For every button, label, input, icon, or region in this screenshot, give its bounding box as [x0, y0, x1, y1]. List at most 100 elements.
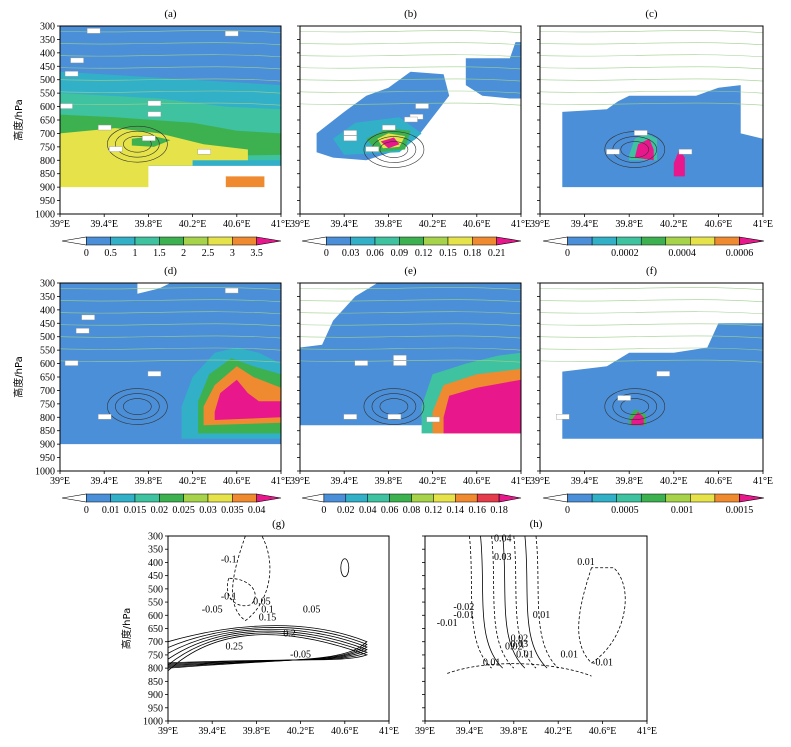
contour-layer: [363, 388, 425, 425]
colorbar: 0 0.03 0.06 0.09 0.12 0.15 0.18 0.21: [301, 236, 522, 259]
colorbar: 0 0.01 0.015 0.02 0.025 0.03 0.035 0.04: [61, 493, 282, 516]
contour-loop: [612, 393, 658, 420]
y-tick-label: 850: [40, 426, 55, 437]
field-shape: [562, 323, 763, 439]
colorbar-segment: [690, 493, 716, 503]
colorbar-tick-label: 0: [324, 248, 329, 259]
colorbar-segment: [374, 236, 400, 246]
colorbar-segment: [616, 493, 642, 503]
colorbar-segment: [232, 493, 257, 503]
y-tick-label: 650: [40, 116, 55, 127]
y-tick-label: 950: [40, 196, 55, 207]
field-layer: [562, 85, 763, 188]
colorbar-segment: [714, 236, 740, 246]
streamline: [60, 78, 281, 82]
y-tick-label: 1000: [143, 717, 163, 728]
streamline: [60, 335, 281, 339]
streamline: [60, 323, 281, 327]
contour-loop: [107, 125, 168, 163]
colorbar-segment: [159, 236, 184, 246]
y-tick-label: 550: [40, 346, 55, 357]
colorbar: 0 0.02 0.04 0.06 0.08 0.12 0.14 0.16 0.18: [301, 493, 522, 516]
colorbar-tick-label: 0: [565, 505, 570, 516]
colorbar-tick-label: 0.0004: [668, 248, 696, 259]
x-tick-label: 39°E: [158, 726, 178, 737]
contour-loop: [604, 388, 666, 425]
x-tick-label: 39.4°E: [90, 476, 118, 487]
colorbar-low-arrow: [542, 493, 568, 503]
streamline: [60, 90, 281, 94]
contour-label: -0.1: [221, 591, 237, 602]
colorbar-segment: [86, 493, 111, 503]
contour-value-tag: [81, 314, 95, 321]
y-tick-label: 350: [148, 545, 163, 556]
colorbar-tick-label: 0.0005: [611, 505, 639, 516]
contour-label: -0.05: [202, 605, 223, 616]
x-tick-label: 41°E: [511, 476, 531, 487]
colorbar-high-arrow: [739, 236, 765, 246]
y-tick-label: 800: [40, 413, 55, 424]
y-tick-label: 900: [40, 183, 55, 194]
contour-value-tag: [197, 149, 211, 155]
contour-loop: [371, 393, 417, 420]
contour-label: 0.25: [226, 642, 244, 653]
colorbar-tick-label: 1.5: [153, 248, 166, 259]
contour-layer: [363, 131, 425, 168]
streamline: [300, 287, 521, 291]
streamline: [300, 335, 521, 339]
colorbar-segment: [567, 493, 593, 503]
colorbar-high-arrow: [498, 493, 522, 503]
colorbar-tick-label: 0.01: [102, 505, 120, 516]
field-layer: [562, 323, 763, 439]
plot-frame: [167, 535, 390, 722]
x-tick-label: 40.6°E: [463, 476, 491, 487]
colorbar-segment: [591, 236, 617, 246]
streamline: [300, 102, 521, 106]
contour-line: [578, 567, 626, 664]
contour-loop: [620, 141, 650, 158]
colorbar-high-arrow: [256, 236, 282, 246]
colorbar-low-arrow: [301, 236, 327, 246]
contour-value-tag: [64, 360, 79, 366]
colorbar-tick-label: 0: [565, 248, 570, 259]
panel-label: (b): [404, 8, 417, 20]
colorbar-tick-label: 2: [181, 248, 186, 259]
field-shape: [131, 136, 171, 147]
colorbar-tick-label: 0.0002: [611, 248, 639, 259]
contour-value-tag: [97, 414, 112, 420]
contour-label: -0.1: [221, 554, 237, 565]
y-tick-label: 500: [148, 584, 163, 595]
y-tick-label: 750: [40, 142, 55, 153]
contour-value-tag: [634, 130, 648, 136]
y-tick-label: 1000: [35, 467, 55, 478]
streamline: [540, 347, 763, 351]
streamline: [60, 102, 281, 106]
y-tick-label: 500: [40, 75, 55, 86]
contour-loop: [379, 141, 409, 158]
field-shape: [465, 42, 521, 99]
y-tick-label: 300: [40, 22, 55, 33]
panel-label: (d): [164, 265, 177, 277]
x-tick-label: 39°E: [50, 219, 70, 230]
field-shape: [225, 176, 265, 188]
streamline: [540, 359, 763, 363]
streamline: [300, 299, 521, 303]
colorbar-tick-label: 0.0015: [726, 505, 754, 516]
colorbar-tick-label: 0.12: [425, 505, 443, 516]
x-tick-label: 41°E: [753, 476, 773, 487]
field-layer: [60, 283, 281, 445]
streamline: [540, 90, 763, 94]
colorbar-tick-label: 0.18: [490, 505, 508, 516]
y-tick-label: 550: [148, 598, 163, 609]
colorbar-segment: [433, 493, 456, 503]
y-tick-label: 450: [148, 571, 163, 582]
colorbar-tick-label: 0.12: [415, 248, 433, 259]
y-axis-label: 高度/hPa: [12, 356, 25, 397]
colorbar-segment: [232, 236, 257, 246]
field-shape: [673, 149, 685, 177]
colorbar: 0 0.0002 0.0004 0.0006: [542, 236, 765, 259]
panel-e: (e) 39°E 39.4°E 39.8°E 40.2°E 40.6°E 41°E 0 0.02…: [290, 265, 531, 516]
colorbar-segment: [665, 236, 691, 246]
contour-value-tag: [617, 395, 631, 401]
